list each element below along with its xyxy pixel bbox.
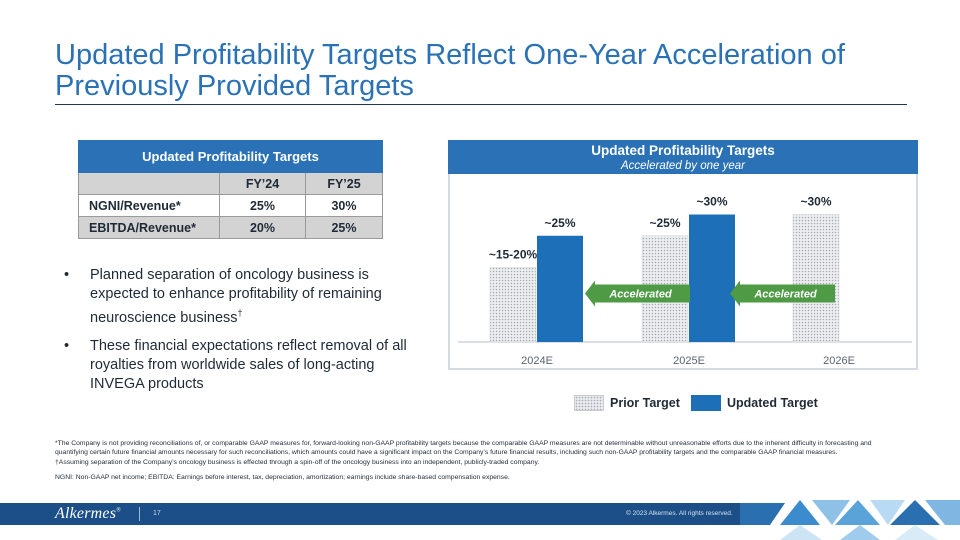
cell-fy25: 25% [305,216,383,239]
accelerated-arrow-icon [585,280,690,307]
bullet-text: Planned separation of oncology business … [90,267,382,326]
chart-subtitle: Accelerated by one year [620,160,746,172]
annotation-accelerated: Accelerated [753,289,817,301]
data-label-prior-2026E: ~30% [800,195,831,209]
column-header-fy24: FY’24 [219,172,306,195]
legend-label-prior: Prior Target [610,396,680,410]
table-column-headers: FY’24 FY’25 [78,172,383,195]
data-label-updated-2025E: ~30% [696,195,727,209]
data-label-updated-2024E: ~25% [544,216,575,230]
footnotes: *The Company is not providing reconcilia… [55,439,905,483]
data-label-prior-2025E: ~25% [649,216,680,230]
bar-prior-2024E [489,267,537,343]
legend-swatch-updated [691,395,721,411]
footnote-asterisk: *The Company is not providing reconcilia… [55,440,872,456]
bar-chart: ~15-20% ~25% 2024E ~25% ~30% 2025E ~30% 2026E Ac… [458,195,912,367]
bar-updated-2024E [537,235,583,342]
tick-label-2024E: 2024E [521,355,553,367]
title-line-2: Previously Provided Targets [55,70,414,102]
table-header: Updated Profitability Targets [78,140,383,173]
footnote-definitions: NGNI: Non-GAAP net income; EBITDA: Earni… [55,474,510,481]
column-header-fy25: FY’25 [305,172,383,195]
bullet-item: • Planned separation of oncology busines… [62,266,407,328]
bar-prior-2026E [792,214,840,343]
bar-updated-2025E [689,214,735,342]
page-number: 17 [153,510,161,517]
accelerated-arrow-icon [730,280,835,307]
targets-table: Updated Profitability Targets FY’24 FY’2… [78,140,383,239]
title-line-1: Updated Profitability Targets Reflect On… [55,39,845,71]
bullet-dot-icon: • [64,267,70,283]
bullet-item: • These financial expectations reflect r… [62,337,407,394]
footer-decoration [740,500,960,540]
chart-frame [448,174,918,370]
copyright: © 2023 Alkermes. All rights reserved. [626,510,733,517]
column-header-blank [78,172,220,195]
table-row: NGNI/Revenue* 25% 30% [78,194,383,217]
row-label: NGNI/Revenue* [78,194,220,217]
logo-text: Alkermes [55,505,117,522]
page-title: Updated Profitability Targets Reflect On… [55,40,915,102]
company-logo: Alkermes® [55,505,121,523]
tick-label-2026E: 2026E [823,355,855,367]
bullet-text: These financial expectations reflect rem… [90,337,407,392]
footnote-dagger: †Assuming separation of the Company’s on… [55,459,540,466]
tick-label-2025E: 2025E [673,355,705,367]
dagger-mark: † [237,308,243,318]
legend-label-updated: Updated Target [727,396,818,410]
chart-title: Updated Profitability Targets [591,143,775,158]
legend-swatch-prior [574,395,604,411]
footer-separator [139,507,140,521]
data-label-prior-2024E: ~15-20% [489,248,538,262]
chart-header: Updated Profitability Targets Accelerate… [448,140,918,174]
cell-fy24: 25% [219,194,306,217]
logo-mark: ® [116,507,121,514]
row-label: EBITDA/Revenue* [78,216,220,239]
annotation-accelerated: Accelerated [608,289,672,301]
cell-fy25: 30% [305,194,383,217]
title-divider [55,104,907,105]
table-row: EBITDA/Revenue* 20% 25% [78,216,383,239]
footer-band [0,503,740,525]
bullet-dot-icon: • [64,337,70,354]
cell-fy24: 20% [219,216,306,239]
bullet-list: • Planned separation of oncology busines… [62,266,407,403]
